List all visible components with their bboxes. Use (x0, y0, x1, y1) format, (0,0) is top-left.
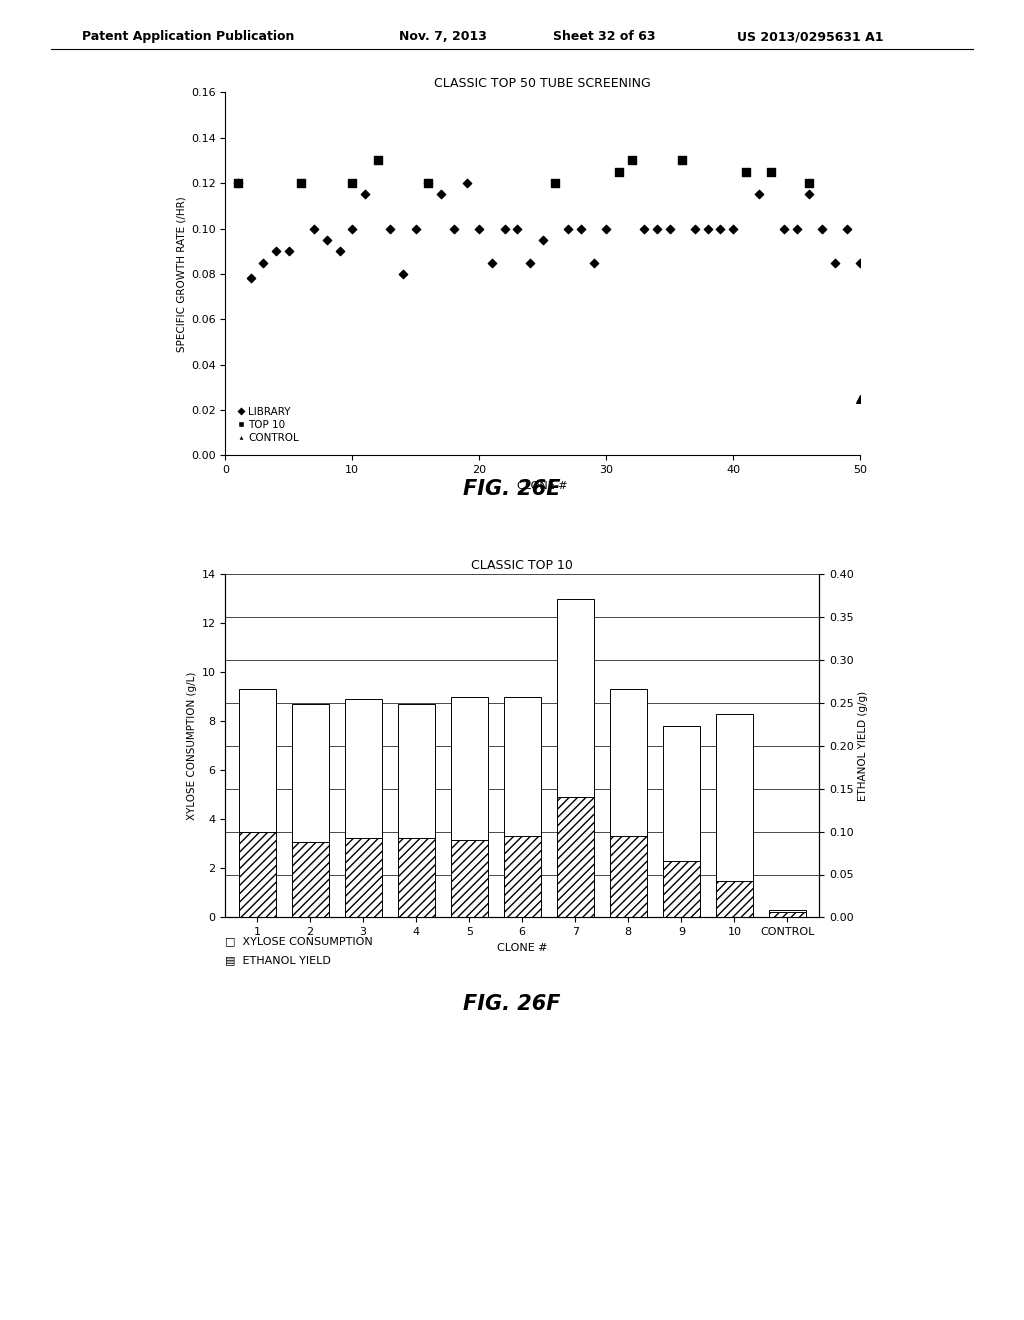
Point (801, 183, 817, 205)
Text: US 2013/0295631 A1: US 2013/0295631 A1 (737, 30, 884, 44)
Point (662, 218, 678, 239)
Bar (397, 838, 435, 917)
Point (699, 218, 716, 239)
Point (509, 218, 525, 239)
Text: Sheet 32 of 63: Sheet 32 of 63 (553, 30, 655, 44)
Point (445, 218, 462, 239)
Title: CLASSIC TOP 10: CLASSIC TOP 10 (471, 558, 573, 572)
Point (382, 218, 398, 239)
Point (408, 218, 424, 239)
Point (636, 218, 652, 239)
Point (776, 218, 793, 239)
Point (483, 252, 500, 273)
Bar (769, 909, 806, 917)
Point (547, 173, 563, 194)
Text: Patent Application Publication: Patent Application Publication (82, 30, 294, 44)
Bar (716, 714, 753, 917)
X-axis label: CLONE #: CLONE # (497, 942, 548, 953)
Point (737, 161, 754, 182)
Point (713, 218, 729, 239)
Point (801, 173, 817, 194)
Bar (451, 697, 487, 917)
Point (763, 161, 779, 182)
Point (344, 218, 360, 239)
Point (852, 252, 868, 273)
Point (395, 263, 412, 284)
Bar (451, 841, 487, 917)
Point (522, 252, 539, 273)
Bar (663, 726, 699, 917)
Point (420, 173, 436, 194)
Bar (663, 861, 699, 917)
Point (332, 240, 348, 261)
Point (318, 230, 335, 251)
Y-axis label: XYLOSE CONSUMPTION (g/L): XYLOSE CONSUMPTION (g/L) (187, 672, 198, 820)
Point (433, 183, 450, 205)
Bar (769, 912, 806, 917)
Point (649, 218, 666, 239)
Title: CLASSIC TOP 50 TUBE SCREENING: CLASSIC TOP 50 TUBE SCREENING (434, 77, 651, 90)
Bar (504, 836, 541, 917)
Bar (557, 797, 594, 917)
Point (370, 150, 386, 172)
Point (598, 218, 614, 239)
Point (674, 150, 690, 172)
Point (788, 218, 805, 239)
Point (586, 252, 602, 273)
Point (751, 183, 767, 205)
Text: Nov. 7, 2013: Nov. 7, 2013 (399, 30, 487, 44)
Point (420, 173, 436, 194)
Point (306, 218, 323, 239)
Point (610, 161, 627, 182)
Point (497, 218, 513, 239)
Point (826, 252, 843, 273)
Bar (397, 704, 435, 917)
Bar (557, 599, 594, 917)
Point (255, 252, 271, 273)
Point (243, 268, 259, 289)
Text: □  XYLOSE CONSUMPTION: □ XYLOSE CONSUMPTION (225, 936, 373, 946)
Point (572, 218, 589, 239)
Bar (345, 838, 382, 917)
Point (840, 218, 856, 239)
Point (624, 150, 640, 172)
Text: ▤  ETHANOL YIELD: ▤ ETHANOL YIELD (225, 956, 331, 966)
Point (471, 218, 487, 239)
Text: FIG. 26E: FIG. 26E (463, 479, 561, 499)
Bar (292, 842, 329, 917)
Point (268, 240, 285, 261)
Bar (609, 836, 647, 917)
Point (725, 218, 741, 239)
Bar (239, 832, 275, 917)
Point (281, 240, 297, 261)
Point (229, 173, 246, 194)
Bar (345, 700, 382, 917)
Point (344, 173, 360, 194)
Point (814, 218, 830, 239)
Point (229, 173, 246, 194)
Text: FIG. 26F: FIG. 26F (463, 994, 561, 1014)
Point (852, 388, 868, 409)
Point (560, 218, 577, 239)
Bar (716, 880, 753, 917)
Y-axis label: SPECIFIC GROWTH RATE (/HR): SPECIFIC GROWTH RATE (/HR) (177, 197, 186, 351)
Bar (292, 704, 329, 917)
Point (687, 218, 703, 239)
Bar (609, 689, 647, 917)
Point (293, 173, 309, 194)
Bar (239, 689, 275, 917)
X-axis label: CLONE #: CLONE # (517, 480, 568, 491)
Point (356, 183, 373, 205)
Point (459, 173, 475, 194)
Bar (504, 697, 541, 917)
Legend: LIBRARY, TOP 10, CONTROL: LIBRARY, TOP 10, CONTROL (237, 407, 299, 444)
Point (535, 230, 551, 251)
Y-axis label: ETHANOL YIELD (g/g): ETHANOL YIELD (g/g) (858, 690, 867, 801)
